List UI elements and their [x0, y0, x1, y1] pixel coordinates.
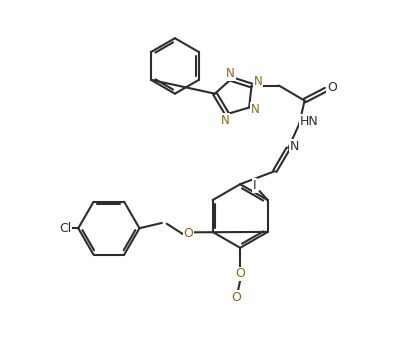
Text: N: N	[254, 75, 263, 88]
Text: O: O	[183, 228, 193, 240]
Text: N: N	[290, 140, 300, 153]
Text: O: O	[231, 291, 241, 304]
Text: N: N	[251, 103, 260, 116]
Text: I: I	[253, 179, 256, 192]
Text: Cl: Cl	[59, 222, 72, 235]
Text: O: O	[235, 267, 245, 280]
Text: O: O	[327, 81, 337, 94]
Text: HN: HN	[300, 115, 319, 128]
Text: N: N	[226, 67, 235, 80]
Text: N: N	[221, 114, 229, 127]
